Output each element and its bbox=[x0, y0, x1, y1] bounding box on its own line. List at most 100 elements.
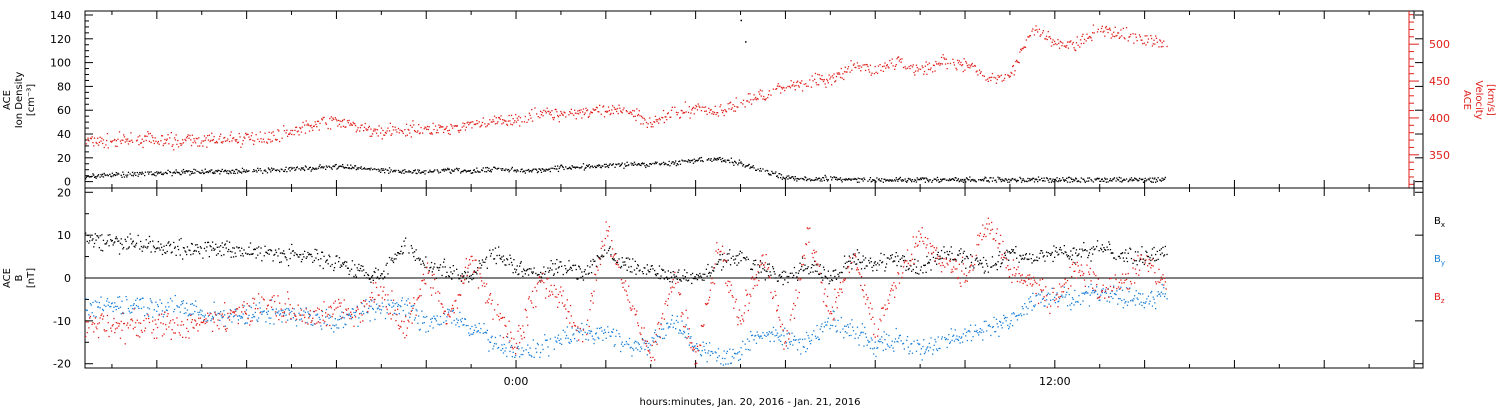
velocity-point bbox=[515, 121, 518, 123]
bx-point bbox=[264, 245, 266, 247]
bx-point bbox=[896, 264, 898, 267]
velocity-point bbox=[583, 113, 585, 116]
bx-point bbox=[1057, 254, 1059, 256]
by-point bbox=[850, 334, 852, 337]
by-point bbox=[689, 337, 691, 339]
bx-point bbox=[502, 255, 505, 257]
by-point bbox=[377, 307, 379, 309]
density-point bbox=[418, 171, 420, 173]
bx-point bbox=[977, 260, 979, 262]
velocity-point bbox=[969, 67, 971, 69]
bx-point bbox=[119, 242, 122, 244]
bx-point bbox=[833, 269, 835, 272]
by-point bbox=[660, 323, 662, 325]
by-point bbox=[1017, 314, 1019, 316]
bx-point bbox=[266, 251, 268, 254]
bx-point bbox=[753, 260, 755, 262]
by-point bbox=[318, 316, 320, 319]
velocity-point bbox=[581, 117, 583, 119]
bx-point bbox=[374, 271, 376, 274]
velocity-point bbox=[1061, 45, 1063, 47]
density-outlier-point bbox=[740, 19, 743, 22]
density-point bbox=[422, 171, 424, 173]
density-point bbox=[1138, 177, 1141, 180]
bx-point bbox=[801, 257, 804, 259]
by-point bbox=[964, 328, 966, 330]
density-point bbox=[868, 179, 871, 181]
bx-point bbox=[228, 241, 231, 243]
density-point bbox=[295, 167, 298, 169]
density-point bbox=[462, 170, 464, 173]
velocity-point bbox=[815, 82, 817, 84]
bx-point bbox=[308, 253, 311, 255]
density-point bbox=[1075, 178, 1078, 180]
density-point bbox=[341, 165, 343, 168]
by-point bbox=[557, 334, 560, 336]
density-point bbox=[607, 166, 610, 169]
by-point bbox=[142, 297, 144, 299]
velocity-point bbox=[750, 103, 753, 105]
by-point bbox=[1162, 293, 1164, 295]
density-point bbox=[642, 163, 644, 165]
density-point bbox=[103, 172, 105, 175]
density-point bbox=[669, 165, 671, 167]
bx-point bbox=[462, 276, 464, 278]
by-point bbox=[582, 334, 584, 336]
density-point bbox=[939, 181, 941, 183]
by-point bbox=[432, 327, 434, 329]
density-point bbox=[270, 167, 273, 169]
velocity-point bbox=[100, 140, 102, 142]
bz-point bbox=[118, 325, 120, 327]
bx-point bbox=[991, 256, 994, 258]
bx-point bbox=[683, 269, 686, 271]
density-point bbox=[137, 175, 139, 177]
by-point bbox=[577, 327, 579, 329]
by-point bbox=[813, 330, 815, 332]
bx-point bbox=[961, 259, 964, 262]
velocity-point bbox=[373, 128, 375, 130]
velocity-point bbox=[443, 128, 446, 131]
by-point bbox=[439, 324, 441, 326]
bx-point bbox=[123, 246, 125, 249]
by-point bbox=[517, 345, 519, 348]
by-point bbox=[672, 326, 674, 328]
density-point bbox=[340, 165, 342, 167]
density-point bbox=[96, 175, 98, 178]
by-point bbox=[683, 330, 685, 333]
by-point bbox=[927, 346, 929, 348]
density-point bbox=[839, 177, 842, 179]
bx-point bbox=[906, 265, 908, 268]
by-point bbox=[338, 318, 341, 321]
velocity-point bbox=[270, 141, 272, 143]
bx-point bbox=[353, 275, 355, 278]
bx-point bbox=[1062, 253, 1065, 255]
density-point bbox=[218, 170, 220, 172]
bx-point bbox=[763, 269, 766, 271]
bx-point bbox=[1058, 253, 1060, 255]
by-point bbox=[644, 348, 646, 351]
bz-point bbox=[131, 318, 133, 320]
bx-point bbox=[169, 245, 171, 247]
velocity-point bbox=[711, 113, 713, 115]
bx-point bbox=[1083, 242, 1085, 244]
bx-point bbox=[211, 249, 213, 251]
density-point bbox=[545, 168, 547, 170]
by-point bbox=[620, 350, 622, 353]
velocity-point bbox=[232, 137, 235, 139]
bx-point bbox=[430, 261, 433, 264]
by-point bbox=[596, 327, 598, 329]
bx-point bbox=[274, 249, 277, 251]
density-point bbox=[283, 170, 285, 172]
by-point bbox=[852, 326, 854, 328]
by-point bbox=[762, 332, 764, 334]
by-point bbox=[1100, 289, 1103, 291]
velocity-point bbox=[196, 138, 198, 140]
bx-point bbox=[1076, 255, 1078, 257]
density-point bbox=[110, 175, 112, 177]
density-point bbox=[514, 169, 516, 171]
by-point bbox=[156, 310, 158, 312]
by-point bbox=[186, 302, 188, 304]
velocity-point bbox=[477, 122, 479, 125]
bx-point bbox=[801, 265, 803, 268]
density-point bbox=[1033, 181, 1036, 183]
